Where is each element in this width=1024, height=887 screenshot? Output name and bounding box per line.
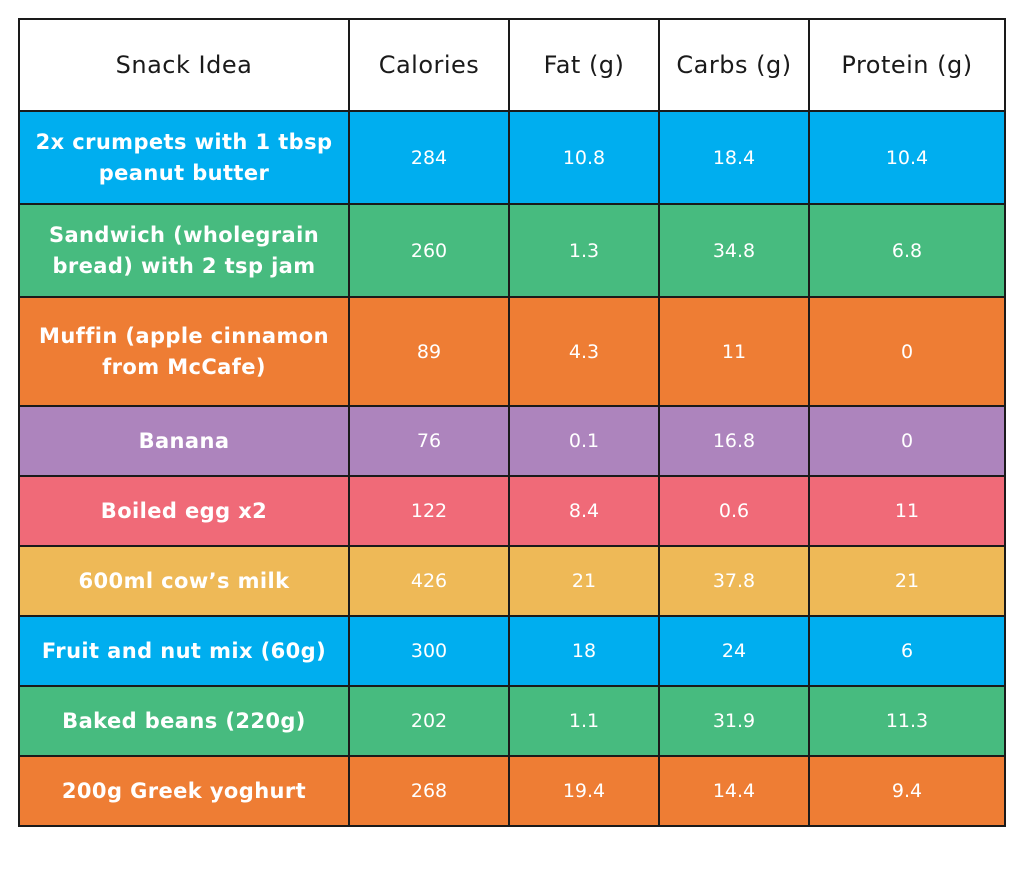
snack-name-cell: Baked beans (220g) xyxy=(18,685,350,757)
header-carbs: Carbs (g) xyxy=(658,18,810,112)
table-row: Boiled egg x2 122 8.4 0.6 11 xyxy=(18,475,1006,547)
calories-cell: 284 xyxy=(348,110,510,205)
calories-cell: 122 xyxy=(348,475,510,547)
table-row: Sandwich (wholegrain bread) with 2 tsp j… xyxy=(18,203,1006,298)
protein-cell: 21 xyxy=(808,545,1006,617)
protein-cell: 10.4 xyxy=(808,110,1006,205)
carbs-cell: 11 xyxy=(658,296,810,407)
protein-cell: 11.3 xyxy=(808,685,1006,757)
fat-cell: 10.8 xyxy=(508,110,660,205)
fat-cell: 21 xyxy=(508,545,660,617)
carbs-cell: 24 xyxy=(658,615,810,687)
calories-cell: 89 xyxy=(348,296,510,407)
protein-cell: 0 xyxy=(808,405,1006,477)
fat-cell: 1.3 xyxy=(508,203,660,298)
table-row: Fruit and nut mix (60g) 300 18 24 6 xyxy=(18,615,1006,687)
protein-cell: 11 xyxy=(808,475,1006,547)
table-row: Muffin (apple cinnamon from McCafe) 89 4… xyxy=(18,296,1006,407)
protein-cell: 0 xyxy=(808,296,1006,407)
table-row: 200g Greek yoghurt 268 19.4 14.4 9.4 xyxy=(18,755,1006,827)
snack-name-cell: Fruit and nut mix (60g) xyxy=(18,615,350,687)
fat-cell: 1.1 xyxy=(508,685,660,757)
table-row: Baked beans (220g) 202 1.1 31.9 11.3 xyxy=(18,685,1006,757)
header-calories: Calories xyxy=(348,18,510,112)
snack-name-cell: Muffin (apple cinnamon from McCafe) xyxy=(18,296,350,407)
calories-cell: 202 xyxy=(348,685,510,757)
table-row: Banana 76 0.1 16.8 0 xyxy=(18,405,1006,477)
carbs-cell: 18.4 xyxy=(658,110,810,205)
calories-cell: 260 xyxy=(348,203,510,298)
calories-cell: 76 xyxy=(348,405,510,477)
carbs-cell: 16.8 xyxy=(658,405,810,477)
protein-cell: 6.8 xyxy=(808,203,1006,298)
header-row: Snack Idea Calories Fat (g) Carbs (g) Pr… xyxy=(18,18,1006,112)
carbs-cell: 0.6 xyxy=(658,475,810,547)
fat-cell: 0.1 xyxy=(508,405,660,477)
snack-name-cell: Banana xyxy=(18,405,350,477)
fat-cell: 18 xyxy=(508,615,660,687)
protein-cell: 6 xyxy=(808,615,1006,687)
fat-cell: 4.3 xyxy=(508,296,660,407)
table-row: 600ml cow’s milk 426 21 37.8 21 xyxy=(18,545,1006,617)
snack-name-cell: Boiled egg x2 xyxy=(18,475,350,547)
snack-name-cell: 2x crumpets with 1 tbsp peanut butter xyxy=(18,110,350,205)
carbs-cell: 34.8 xyxy=(658,203,810,298)
fat-cell: 8.4 xyxy=(508,475,660,547)
header-fat: Fat (g) xyxy=(508,18,660,112)
calories-cell: 300 xyxy=(348,615,510,687)
snack-name-cell: 600ml cow’s milk xyxy=(18,545,350,617)
fat-cell: 19.4 xyxy=(508,755,660,827)
carbs-cell: 31.9 xyxy=(658,685,810,757)
calories-cell: 426 xyxy=(348,545,510,617)
snack-nutrition-table: Snack Idea Calories Fat (g) Carbs (g) Pr… xyxy=(18,18,1006,827)
table-row: 2x crumpets with 1 tbsp peanut butter 28… xyxy=(18,110,1006,205)
snack-name-cell: Sandwich (wholegrain bread) with 2 tsp j… xyxy=(18,203,350,298)
calories-cell: 268 xyxy=(348,755,510,827)
header-snack-idea: Snack Idea xyxy=(18,18,350,112)
carbs-cell: 14.4 xyxy=(658,755,810,827)
snack-name-cell: 200g Greek yoghurt xyxy=(18,755,350,827)
carbs-cell: 37.8 xyxy=(658,545,810,617)
header-protein: Protein (g) xyxy=(808,18,1006,112)
protein-cell: 9.4 xyxy=(808,755,1006,827)
